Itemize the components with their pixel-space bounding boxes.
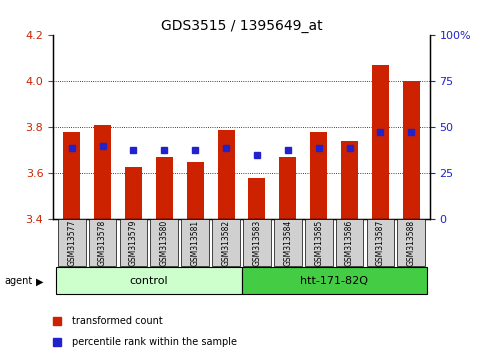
Text: htt-171-82Q: htt-171-82Q	[300, 275, 368, 286]
Bar	[63, 132, 80, 219]
Bar	[403, 81, 420, 219]
Text: GSM313584: GSM313584	[284, 219, 292, 266]
Text: GSM313579: GSM313579	[129, 219, 138, 266]
Bar	[279, 157, 296, 219]
Text: GSM313577: GSM313577	[67, 219, 76, 266]
Text: ▶: ▶	[36, 276, 44, 286]
Bar	[310, 132, 327, 219]
FancyBboxPatch shape	[243, 219, 271, 266]
FancyBboxPatch shape	[89, 219, 116, 266]
Bar	[372, 65, 389, 219]
Text: GSM313580: GSM313580	[160, 219, 169, 266]
Bar	[156, 157, 173, 219]
Bar	[125, 166, 142, 219]
Bar	[217, 130, 235, 219]
Text: agent: agent	[5, 276, 33, 286]
Text: GSM313581: GSM313581	[191, 219, 199, 266]
Text: GSM313582: GSM313582	[222, 219, 230, 266]
FancyBboxPatch shape	[58, 219, 85, 266]
FancyBboxPatch shape	[305, 219, 333, 266]
FancyBboxPatch shape	[398, 219, 425, 266]
Text: GSM313587: GSM313587	[376, 219, 385, 266]
Text: GSM313588: GSM313588	[407, 219, 416, 266]
Text: GSM313586: GSM313586	[345, 219, 354, 266]
FancyBboxPatch shape	[274, 219, 302, 266]
FancyBboxPatch shape	[367, 219, 394, 266]
Text: control: control	[129, 275, 168, 286]
Text: transformed count: transformed count	[71, 316, 162, 326]
Text: percentile rank within the sample: percentile rank within the sample	[71, 337, 237, 347]
FancyBboxPatch shape	[336, 219, 364, 266]
Bar	[94, 125, 111, 219]
FancyBboxPatch shape	[212, 219, 240, 266]
FancyBboxPatch shape	[242, 267, 427, 294]
Bar	[341, 141, 358, 219]
Text: GSM313583: GSM313583	[253, 219, 261, 266]
FancyBboxPatch shape	[181, 219, 209, 266]
FancyBboxPatch shape	[150, 219, 178, 266]
FancyBboxPatch shape	[56, 267, 242, 294]
FancyBboxPatch shape	[119, 219, 147, 266]
Text: GSM313585: GSM313585	[314, 219, 323, 266]
Text: GDS3515 / 1395649_at: GDS3515 / 1395649_at	[161, 19, 322, 34]
Text: GSM313578: GSM313578	[98, 219, 107, 266]
Bar	[248, 178, 266, 219]
Bar	[187, 162, 204, 219]
